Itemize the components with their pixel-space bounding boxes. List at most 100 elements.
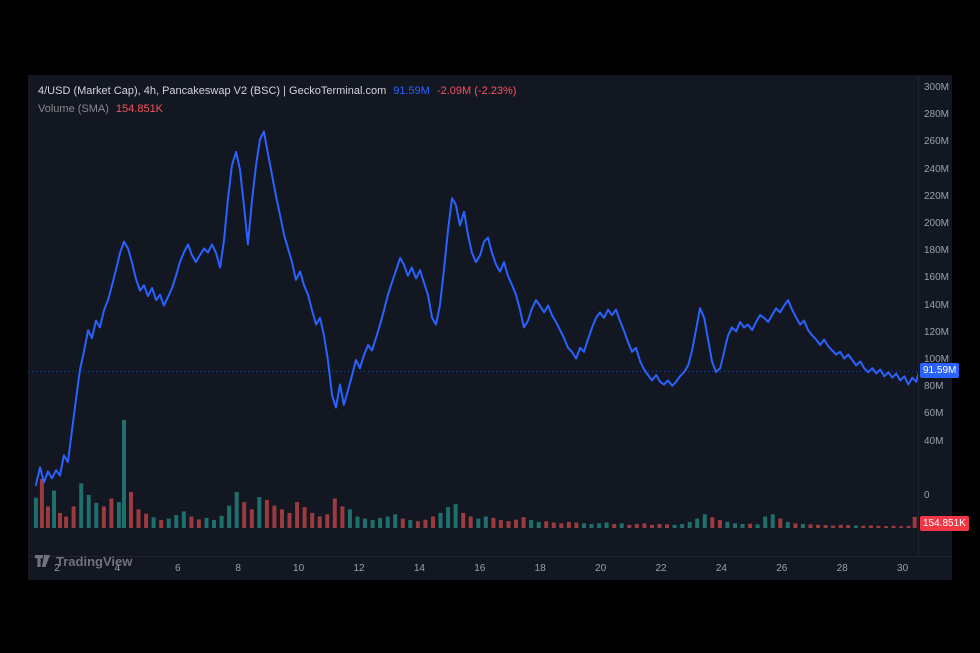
volume-bar (212, 520, 216, 528)
x-axis-tick-label: 2 (54, 563, 60, 574)
chart-panel: 4/USD (Market Cap), 4h, Pancakeswap V2 (… (28, 75, 969, 580)
chart-plot-area[interactable]: 4/USD (Market Cap), 4h, Pancakeswap V2 (… (28, 75, 918, 556)
y-axis-tick-label: 180M (924, 245, 950, 257)
x-axis-tick-label: 28 (836, 563, 848, 574)
volume-bar (58, 512, 62, 528)
x-axis-tick-label: 4 (114, 563, 121, 574)
volume-bar (725, 521, 730, 528)
y-axis-tick-label: 0 (924, 490, 930, 501)
volume-indicator-value: 154.851K (115, 103, 164, 115)
volume-bar (702, 514, 707, 528)
volume-bar (227, 505, 232, 528)
x-axis-tick-label: 30 (897, 563, 909, 574)
volume-bar (876, 525, 881, 528)
volume-bar (861, 525, 866, 528)
volume-bar (400, 518, 405, 528)
volume-bar (649, 524, 654, 528)
volume-bar (619, 523, 624, 528)
volume-bar (808, 524, 813, 528)
tradingview-attribution[interactable]: TradingView (35, 554, 132, 569)
legend-volume-row[interactable]: Volume (SMA) 154.851K (38, 100, 516, 118)
x-axis-tick-label: 26 (776, 563, 788, 574)
volume-bar (838, 524, 843, 528)
volume-bar (816, 524, 820, 528)
volume-bar (219, 515, 224, 528)
y-axis-tick-label: 40M (924, 435, 944, 447)
symbol-title: 4/USD (Market Cap), 4h, Pancakeswap V2 (… (38, 85, 387, 97)
y-axis-tick-label: 280M (924, 109, 950, 121)
volume-bar (491, 517, 496, 528)
volume-bar (687, 521, 692, 528)
volume-bar (529, 520, 534, 528)
volume-bar (695, 518, 700, 528)
volume-bar (710, 517, 715, 528)
y-axis-tick-label: 100M (924, 354, 950, 365)
volume-bar (166, 518, 171, 528)
volume-bar (310, 512, 315, 528)
x-axis-tick-label: 6 (175, 563, 181, 574)
volume-bar (740, 524, 745, 528)
volume-bar (196, 519, 201, 528)
volume-bar (846, 525, 851, 528)
volume-bar (423, 519, 428, 528)
volume-bar (287, 512, 292, 528)
volume-bar (272, 505, 277, 528)
volume-bar (551, 522, 556, 528)
volume-bar (657, 524, 662, 528)
volume-bar (109, 498, 114, 528)
volume-bar (514, 519, 518, 528)
volume-value-badge: 154.851K (920, 516, 969, 531)
volume-bar (453, 504, 458, 528)
volume-bar (79, 483, 84, 528)
time-scale[interactable]: 2 4 6 8 10 12 14 16 18 20 22 24 26 28 30 (28, 556, 952, 580)
x-axis-tick-label: 18 (534, 563, 546, 574)
y-axis-tick-label: 140M (924, 299, 950, 311)
y-axis-tick-label: 300M (924, 82, 950, 93)
price-scale[interactable]: 91.59M 154.851K 300M 280M 260M 240M 220M 200M… (918, 75, 969, 556)
volume-bar (257, 497, 262, 528)
volume-bar (438, 512, 443, 528)
market-cap-line (34, 130, 918, 487)
x-axis-tick-label: 20 (595, 563, 607, 574)
volume-bar (544, 521, 549, 528)
market-cap-chart (28, 130, 918, 528)
volume-bar (129, 492, 133, 528)
x-axis-tick-label: 8 (235, 563, 241, 574)
y-axis-tick-label: 80M (924, 381, 944, 393)
legend-symbol-row[interactable]: 4/USD (Market Cap), 4h, Pancakeswap V2 (… (38, 82, 516, 100)
volume-bar (136, 509, 141, 528)
volume-bar (33, 497, 38, 528)
last-price-badge: 91.59M (920, 363, 960, 379)
volume-bar (159, 520, 164, 528)
volume-bar (793, 523, 798, 528)
volume-bar (122, 420, 126, 528)
volume-bar (582, 523, 586, 528)
volume-bar (891, 525, 896, 528)
volume-bar (506, 521, 511, 528)
y-axis-tick-label: 200M (924, 218, 950, 229)
volume-bar (853, 525, 858, 528)
volume-bar (672, 524, 677, 528)
volume-bar (461, 512, 466, 528)
volume-bar (144, 513, 149, 528)
volume-bar (242, 502, 247, 528)
volume-bar (476, 518, 481, 528)
y-axis-tick-label: 240M (924, 163, 950, 175)
price-change-value: -2.09M (-2.23%) (436, 85, 517, 97)
volume-bar (249, 509, 254, 528)
x-axis-tick-label: 14 (413, 563, 425, 574)
volume-bar (363, 518, 367, 528)
volume-bar (52, 490, 56, 528)
volume-bar (347, 509, 352, 528)
volume-bar (589, 524, 594, 528)
volume-bar (385, 516, 390, 528)
volume-bar (101, 506, 106, 528)
volume-bar (370, 520, 375, 528)
volume-bar (39, 479, 44, 528)
volume-bar (86, 494, 91, 528)
x-axis-tick-label: 12 (353, 563, 365, 574)
volume-bar (151, 517, 156, 528)
volume-bar (566, 521, 571, 528)
y-axis-tick-label: 60M (924, 408, 944, 420)
volume-bar (884, 526, 888, 528)
